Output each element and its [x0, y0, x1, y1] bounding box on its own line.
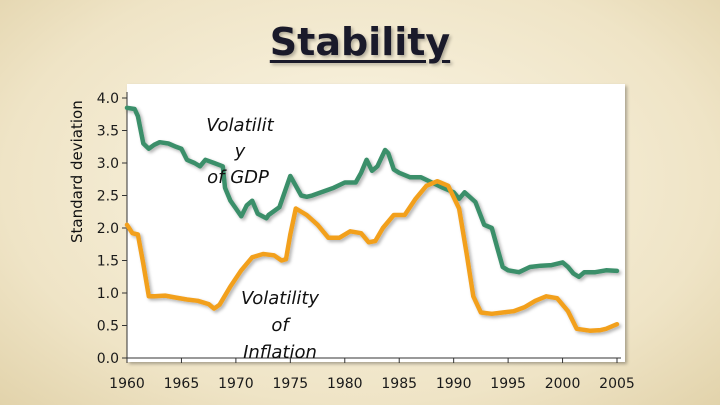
- gdp-annotation-line: of GDP: [207, 167, 269, 188]
- y-tick-label: 0.0: [97, 351, 119, 367]
- y-tick-label: 1.0: [97, 286, 119, 302]
- gdp-annotation-line: Volatilit: [206, 115, 274, 136]
- x-tick-label: 1960: [109, 376, 145, 392]
- x-tick-label: 1995: [490, 376, 526, 392]
- y-axis-label: Standard deviation: [68, 100, 86, 243]
- y-tick-label: 2.0: [97, 221, 119, 237]
- y-tick-label: 1.5: [97, 254, 119, 270]
- x-tick-label: 1965: [164, 376, 200, 392]
- x-tick-label: 1990: [436, 376, 472, 392]
- chart-title: Stability: [269, 20, 451, 64]
- inflation-annotation-line: Inflation: [243, 342, 317, 363]
- x-tick-label: 1980: [327, 376, 363, 392]
- y-tick-label: 2.5: [97, 189, 119, 205]
- inflation-annotation-line: of: [271, 315, 291, 336]
- inflation-volatility-line: [124, 178, 620, 333]
- x-tick-label: 2000: [545, 376, 581, 392]
- y-tick-label: 4.0: [97, 91, 119, 107]
- y-tick-label: 3.5: [97, 124, 119, 140]
- gdp-volatility-line: [124, 105, 620, 280]
- gdp-annotation-line: y: [234, 141, 246, 162]
- x-tick-label: 1975: [273, 376, 309, 392]
- x-tick-label: 1970: [218, 376, 254, 392]
- inflation-annotation-line: Volatility: [241, 288, 319, 309]
- y-tick-label: 0.5: [97, 319, 119, 335]
- y-tick-label: 3.0: [97, 156, 119, 172]
- plot-area: [127, 84, 625, 362]
- x-tick-label: 2005: [599, 376, 635, 392]
- x-tick-label: 1985: [381, 376, 417, 392]
